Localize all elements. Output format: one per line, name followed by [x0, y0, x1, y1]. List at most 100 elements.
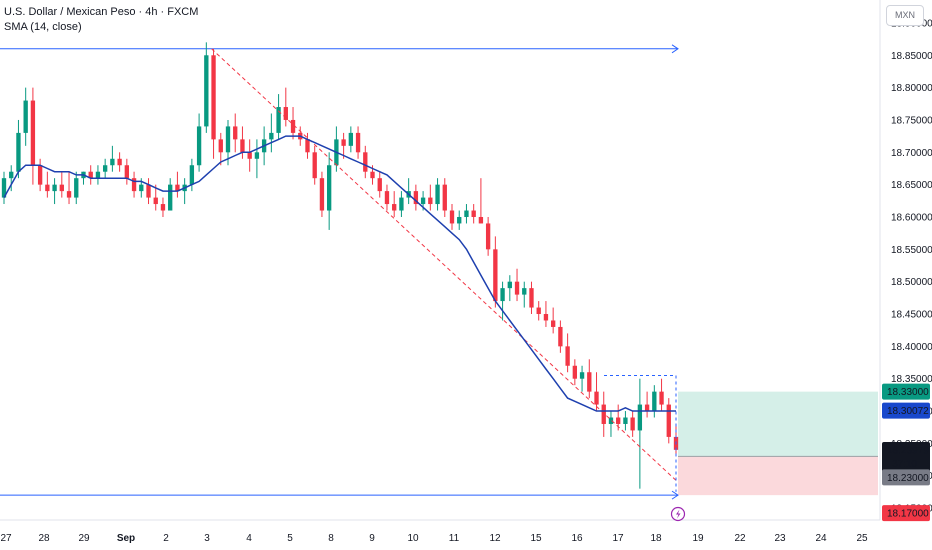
candle-body[interactable]: [457, 216, 462, 224]
stop-loss-zone[interactable]: [678, 456, 878, 496]
candle-body[interactable]: [507, 281, 512, 289]
candle-body[interactable]: [88, 171, 93, 179]
candle-body[interactable]: [305, 139, 310, 153]
candle-body[interactable]: [666, 404, 671, 437]
candle-body[interactable]: [247, 152, 252, 159]
candle-body[interactable]: [652, 391, 657, 412]
candle-body[interactable]: [204, 55, 209, 127]
candle-body[interactable]: [594, 391, 599, 405]
candle-body[interactable]: [211, 55, 216, 140]
candle-body[interactable]: [529, 288, 534, 308]
candle-body[interactable]: [608, 417, 614, 424]
candle-body[interactable]: [442, 184, 447, 211]
candle-body[interactable]: [326, 165, 332, 211]
price-tick-label: 18.75000: [891, 115, 932, 126]
projection-line[interactable]: [211, 48, 679, 483]
candle-body[interactable]: [146, 184, 151, 198]
candle-body[interactable]: [392, 204, 397, 211]
candle-body[interactable]: [153, 197, 158, 205]
candle-body[interactable]: [471, 210, 476, 217]
candle-body[interactable]: [572, 365, 578, 379]
indicator-legend[interactable]: SMA (14, close): [4, 21, 82, 33]
candle-body[interactable]: [464, 210, 469, 217]
candle-body[interactable]: [355, 132, 361, 153]
candle-body[interactable]: [377, 178, 382, 192]
candle-body[interactable]: [384, 191, 390, 205]
candle-body[interactable]: [240, 139, 245, 153]
candle-body[interactable]: [218, 139, 223, 153]
candle-body[interactable]: [66, 191, 72, 198]
candle-body[interactable]: [312, 152, 317, 179]
symbol-title[interactable]: U.S. Dollar / Mexican Peso · 4h · FXCM: [4, 6, 199, 18]
candle-body[interactable]: [117, 158, 122, 166]
candle-body[interactable]: [659, 391, 664, 405]
candle-body[interactable]: [637, 404, 643, 431]
candle-body[interactable]: [370, 171, 375, 179]
candle-body[interactable]: [189, 165, 195, 185]
candle-body[interactable]: [175, 184, 180, 192]
candle-body[interactable]: [254, 152, 260, 159]
candle-body[interactable]: [449, 210, 455, 224]
candle-body[interactable]: [283, 107, 288, 120]
candle-body[interactable]: [428, 197, 433, 205]
candle-body[interactable]: [74, 178, 79, 198]
candle-body[interactable]: [420, 197, 426, 205]
candle-body[interactable]: [124, 165, 130, 179]
candle-body[interactable]: [413, 191, 419, 205]
candle-body[interactable]: [110, 158, 115, 166]
candle-body[interactable]: [1, 178, 7, 198]
candle-body[interactable]: [348, 132, 354, 146]
candle-body[interactable]: [269, 132, 274, 140]
candle-body[interactable]: [616, 417, 621, 424]
candle-body[interactable]: [102, 165, 108, 172]
candle-body[interactable]: [9, 171, 14, 179]
candle-body[interactable]: [95, 171, 101, 179]
candle-body[interactable]: [196, 126, 202, 166]
sma-price-tag-bg: [882, 402, 930, 419]
time-tick-label: 4: [246, 533, 252, 544]
candle-body[interactable]: [16, 132, 21, 172]
candle-body[interactable]: [37, 165, 43, 185]
candle-body[interactable]: [579, 372, 585, 379]
currency-selector[interactable]: MXN: [886, 5, 924, 26]
candle-body[interactable]: [558, 326, 563, 347]
candle-body[interactable]: [536, 307, 541, 315]
candle-body[interactable]: [565, 346, 570, 366]
candle-body[interactable]: [601, 404, 606, 424]
candle-body[interactable]: [644, 404, 650, 412]
candle-body[interactable]: [52, 184, 57, 192]
candle-body[interactable]: [522, 288, 527, 295]
candle-body[interactable]: [168, 184, 173, 211]
candle-body[interactable]: [319, 178, 325, 211]
candle-body[interactable]: [276, 107, 281, 133]
candle-body[interactable]: [399, 197, 404, 211]
candle-body[interactable]: [131, 178, 137, 192]
candle-body[interactable]: [225, 126, 231, 153]
candle-body[interactable]: [550, 320, 556, 327]
candle-body[interactable]: [139, 184, 144, 192]
sma-line[interactable]: [3, 135, 676, 412]
candle-body[interactable]: [587, 372, 592, 392]
candle-body[interactable]: [630, 417, 635, 431]
time-tick-label: 8: [328, 533, 334, 544]
take-profit-zone[interactable]: [678, 391, 878, 457]
candle-body[interactable]: [160, 204, 166, 211]
candle-body[interactable]: [290, 119, 296, 133]
candle-body[interactable]: [59, 184, 64, 192]
candle-body[interactable]: [30, 100, 36, 166]
candle-body[interactable]: [478, 216, 484, 224]
candle-body[interactable]: [543, 314, 549, 321]
candle-body[interactable]: [485, 223, 491, 250]
candle-body[interactable]: [341, 139, 346, 146]
candle-body[interactable]: [233, 126, 238, 140]
candle-body[interactable]: [23, 100, 28, 133]
candle-body[interactable]: [514, 281, 520, 295]
candle-body[interactable]: [500, 288, 505, 302]
candle-body[interactable]: [363, 152, 368, 172]
candle-body[interactable]: [435, 184, 440, 205]
candle-body[interactable]: [45, 184, 50, 192]
candle-body[interactable]: [493, 249, 498, 302]
candle-body[interactable]: [623, 417, 628, 424]
